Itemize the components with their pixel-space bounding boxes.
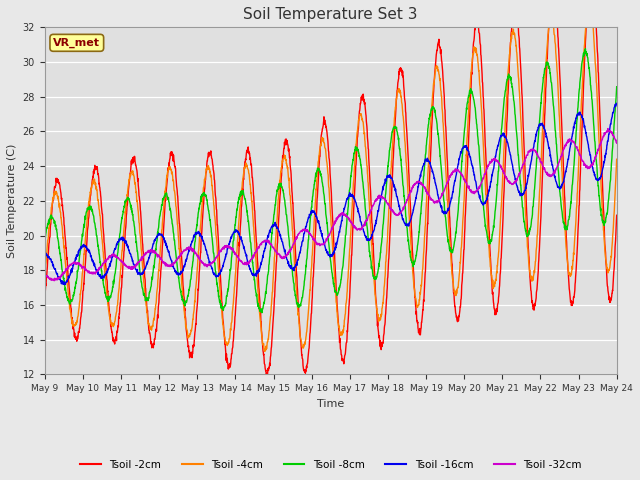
Text: VR_met: VR_met [53, 38, 100, 48]
Title: Soil Temperature Set 3: Soil Temperature Set 3 [243, 7, 418, 22]
X-axis label: Time: Time [317, 399, 344, 408]
Legend: Tsoil -2cm, Tsoil -4cm, Tsoil -8cm, Tsoil -16cm, Tsoil -32cm: Tsoil -2cm, Tsoil -4cm, Tsoil -8cm, Tsoi… [76, 456, 586, 474]
Y-axis label: Soil Temperature (C): Soil Temperature (C) [7, 144, 17, 258]
